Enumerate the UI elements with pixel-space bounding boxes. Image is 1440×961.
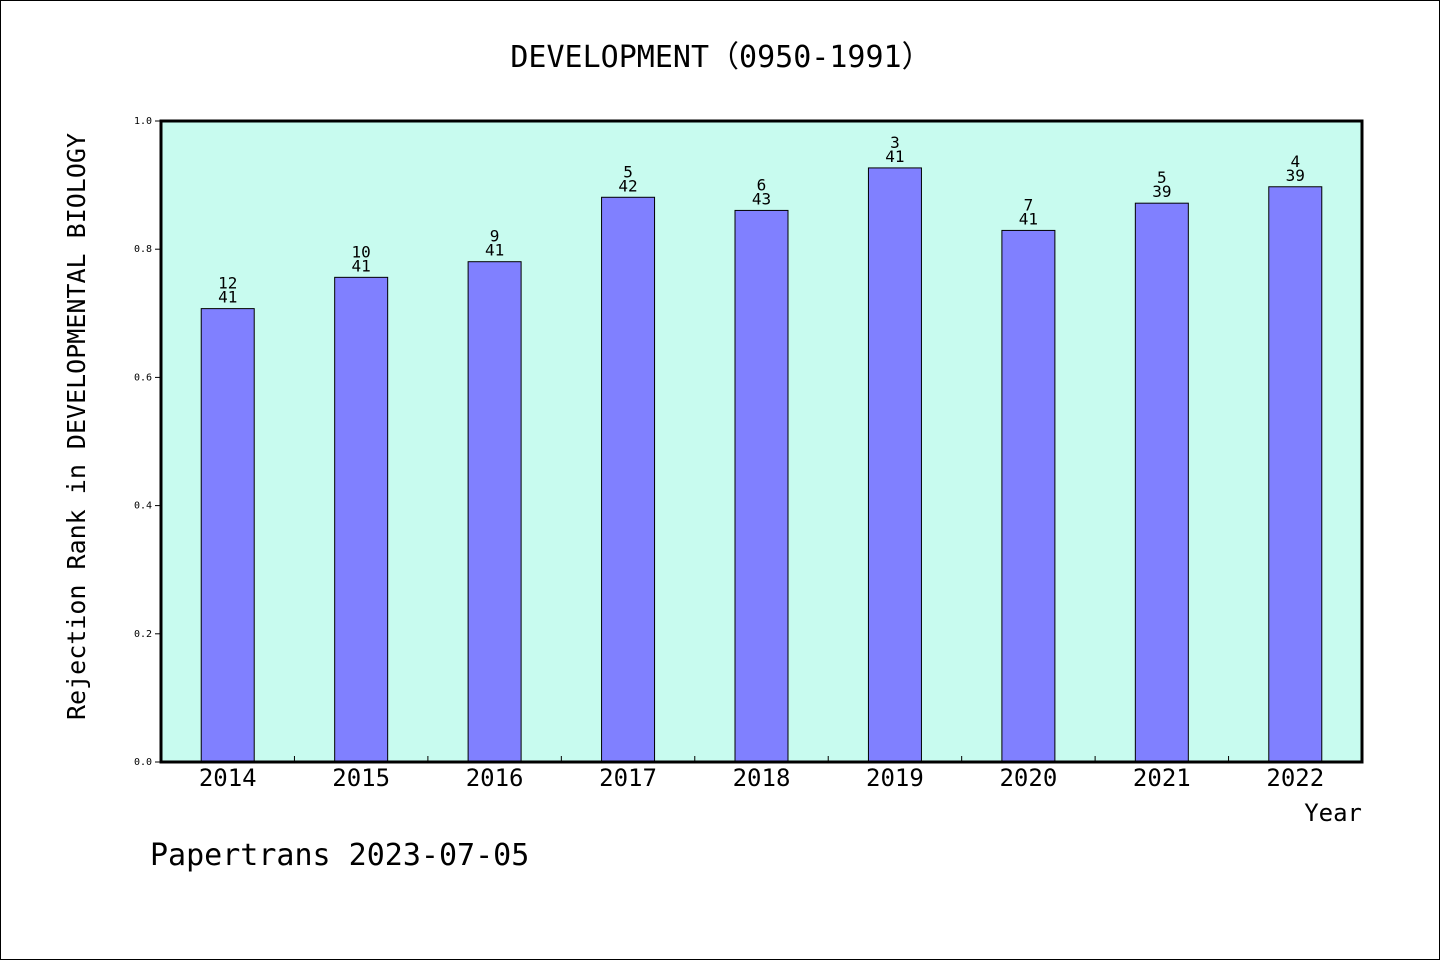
bar-label-top-2016: 9 (490, 227, 500, 246)
x-tick-label-2014: 2014 (199, 764, 257, 792)
bar-2014 (200, 308, 255, 763)
x-tick-label-2020: 2020 (999, 764, 1057, 792)
bar-label-bottom-2016: 41 (485, 241, 504, 260)
bar-label-bottom-2018: 43 (752, 189, 771, 208)
y-tick-label: 1.0 (134, 116, 152, 127)
bar-label-bottom-2015: 41 (352, 256, 371, 275)
bar-2019 (867, 167, 922, 763)
x-tick-label-2015: 2015 (332, 764, 390, 792)
bar-label-bottom-2014: 41 (218, 288, 237, 307)
y-tick-label: 0.8 (134, 244, 152, 255)
x-tick-label-2016: 2016 (466, 764, 524, 792)
x-tick-label-2017: 2017 (599, 764, 657, 792)
bar-label-top-2021: 5 (1157, 168, 1167, 187)
bar-label-top-2015: 10 (352, 242, 371, 261)
plot-frame (159, 119, 1364, 764)
bar-2022 (1268, 186, 1323, 763)
bar-2015 (334, 276, 389, 763)
x-tick-label-2018: 2018 (733, 764, 791, 792)
bar-label-top-2017: 5 (623, 162, 633, 181)
y-axis-ticks: 0.0 0.2 0.4 0.6 0.8 1.0 (134, 116, 161, 768)
bar-2020 (1001, 229, 1056, 763)
chart-title: DEVELOPMENT（0950-1991） (510, 40, 931, 75)
y-tick-label: 0.4 (134, 501, 152, 512)
bar-label-bottom-2017: 42 (618, 176, 637, 195)
bar-2016 (467, 261, 522, 763)
x-tick-label-2021: 2021 (1133, 764, 1191, 792)
y-tick-label: 0.2 (134, 629, 152, 640)
bar-label-top-2018: 6 (757, 175, 767, 194)
bar-label-top-2020: 7 (1024, 195, 1034, 214)
x-tick-label-2022: 2022 (1266, 764, 1324, 792)
bar-label-bottom-2020: 41 (1019, 209, 1038, 228)
y-tick-label: 0.6 (134, 372, 152, 383)
y-tick-label: 0.0 (134, 757, 152, 768)
bar-2018 (734, 209, 789, 763)
bar-2021 (1134, 202, 1189, 763)
bars-group (200, 167, 1323, 763)
bar-label-top-2022: 4 (1290, 152, 1300, 171)
y-axis-label: Rejection Rank in DEVELOPMENTAL BIOLOGY (62, 133, 91, 720)
footer-text: Papertrans 2023-07-05 (150, 838, 529, 873)
bar-2017 (601, 196, 656, 763)
bar-label-bottom-2022: 39 (1286, 166, 1305, 185)
x-axis-ticks: 2014 2015 2016 2017 2018 2019 2020 2021 2022 (199, 756, 1324, 792)
bar-label-bottom-2019: 41 (885, 147, 904, 166)
bar-label-top-2019: 3 (890, 133, 900, 152)
bar-label-top-2014: 12 (218, 274, 237, 293)
x-tick-label-2019: 2019 (866, 764, 924, 792)
x-axis-label: Year (1304, 799, 1362, 827)
bar-label-bottom-2021: 39 (1152, 182, 1171, 201)
